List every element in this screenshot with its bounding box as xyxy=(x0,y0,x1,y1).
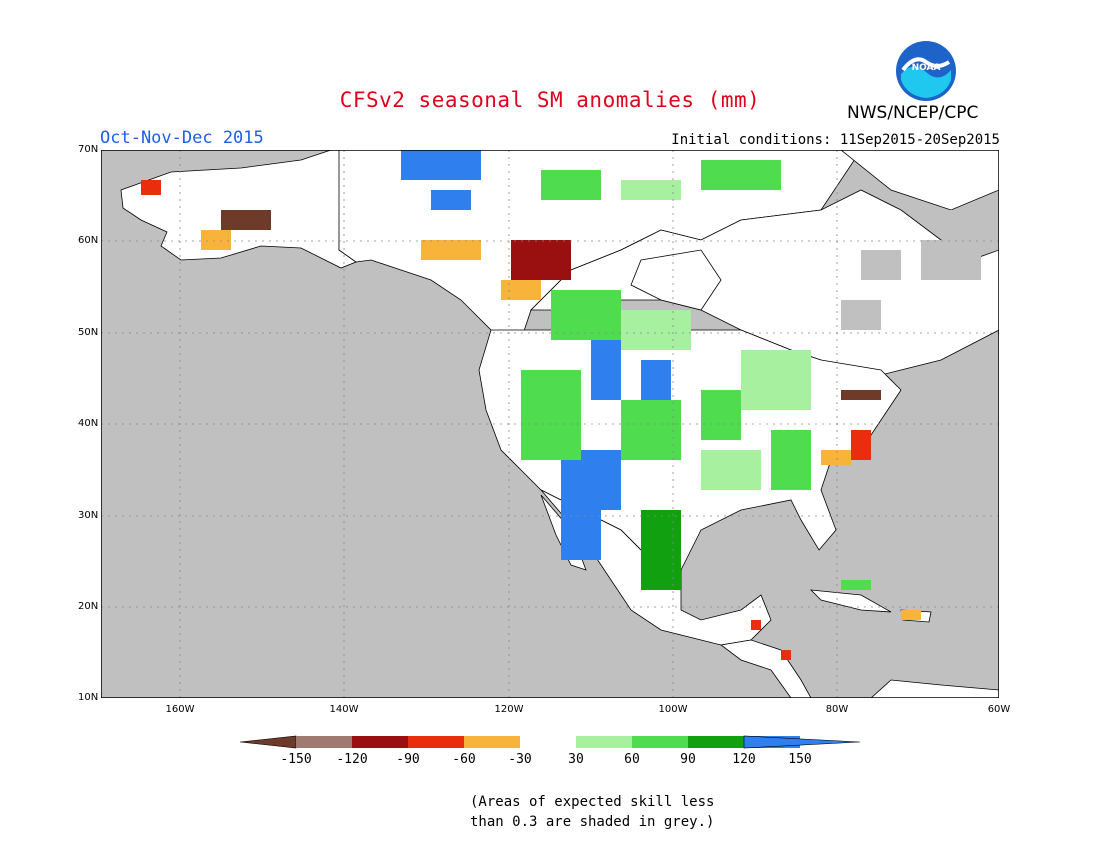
initial-conditions-label: Initial conditions: 11Sep2015-20Sep2015 xyxy=(671,132,1000,148)
skill-note-line-2: than 0.3 are shaded in grey.) xyxy=(470,814,715,830)
lat-label: 40N xyxy=(78,418,99,429)
legend-swatch xyxy=(464,736,520,748)
logo-text: NOAA xyxy=(912,63,941,73)
legend-tick-label: -120 xyxy=(336,752,368,767)
season-label: Oct-Nov-Dec 2015 xyxy=(100,128,264,148)
legend-swatch xyxy=(576,736,632,748)
hudson-bay xyxy=(630,249,722,311)
lon-label: 120W xyxy=(494,704,524,715)
legend-tick-label: -60 xyxy=(452,752,476,767)
soil-moisture-map xyxy=(101,150,999,698)
legend-arrow-high xyxy=(743,735,860,749)
legend-tick-label: 30 xyxy=(568,752,584,767)
grid-lines xyxy=(101,150,999,698)
legend-swatch xyxy=(688,736,744,748)
lat-label: 20N xyxy=(78,601,99,612)
legend-tick-label: -30 xyxy=(508,752,532,767)
legend-tick-label: -90 xyxy=(396,752,420,767)
legend-tick-label: 120 xyxy=(732,752,756,767)
lat-label: 60N xyxy=(78,235,99,246)
legend-tick-label: -150 xyxy=(280,752,312,767)
legend-arrow-low xyxy=(240,735,297,749)
legend-swatch xyxy=(632,736,688,748)
legend-swatch xyxy=(296,736,352,748)
lon-label: 100W xyxy=(658,704,688,715)
map-title: CFSv2 seasonal SM anomalies (mm) xyxy=(339,88,761,112)
lat-label: 10N xyxy=(78,692,99,703)
lon-label: 160W xyxy=(165,704,195,715)
legend-tick-label: 150 xyxy=(788,752,812,767)
lat-label: 50N xyxy=(78,327,99,338)
agency-label: NWS/NCEP/CPC xyxy=(847,103,979,123)
legend-swatch xyxy=(408,736,464,748)
skill-note-line-1: (Areas of expected skill less xyxy=(470,794,715,810)
lon-label: 140W xyxy=(329,704,359,715)
legend-tick-label: 90 xyxy=(680,752,696,767)
legend-swatch xyxy=(352,736,408,748)
skill-note: (Areas of expected skill less than 0.3 a… xyxy=(470,792,714,832)
lon-label: 80W xyxy=(825,704,849,715)
lat-label: 30N xyxy=(78,510,99,521)
legend-swatch xyxy=(520,736,576,748)
legend-tick-label: 60 xyxy=(624,752,640,767)
color-legend-bar xyxy=(240,735,860,749)
lon-label: 60W xyxy=(987,704,1011,715)
noaa-logo: NOAA xyxy=(896,41,956,101)
lat-label: 70N xyxy=(78,144,99,155)
anomaly-layer xyxy=(141,150,981,660)
